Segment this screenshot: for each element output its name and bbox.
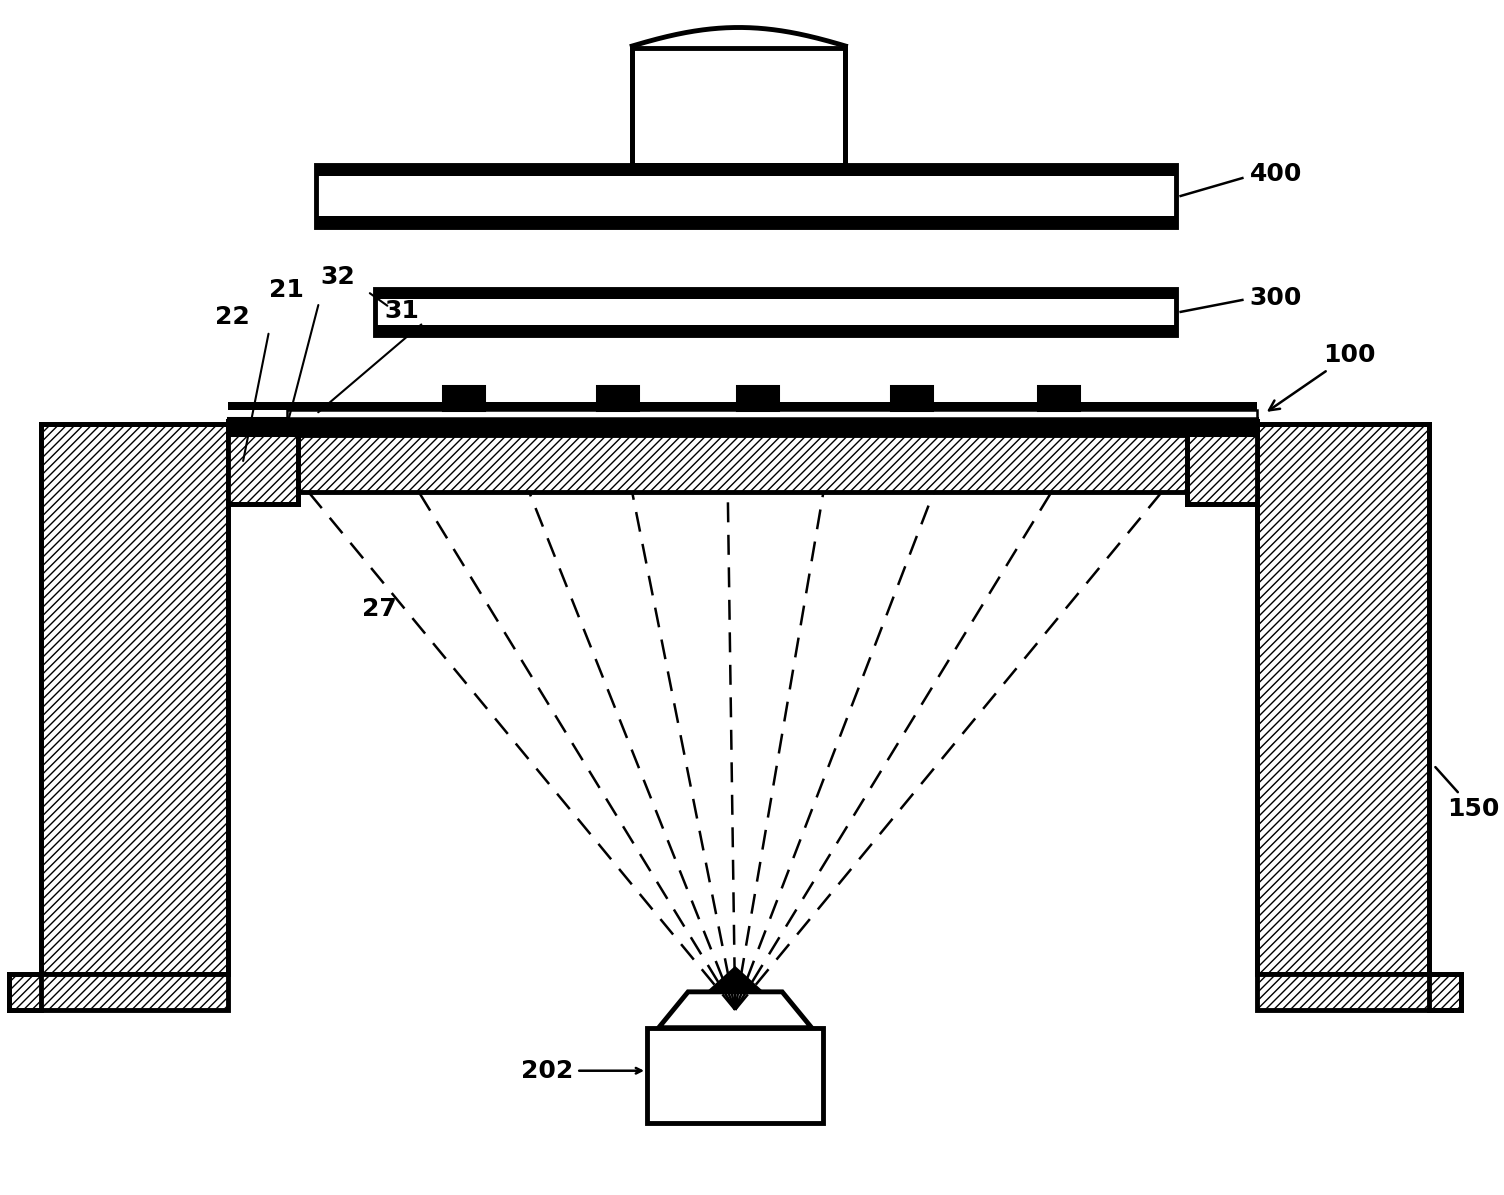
Bar bbox=[1038, 386, 1080, 410]
Bar bbox=[229, 421, 298, 504]
Text: 32: 32 bbox=[320, 265, 355, 289]
Bar bbox=[737, 386, 778, 410]
Text: 31: 31 bbox=[384, 299, 418, 323]
Bar bbox=[229, 402, 1257, 410]
Text: 100: 100 bbox=[1269, 343, 1376, 410]
Text: 300: 300 bbox=[1250, 286, 1302, 310]
Bar bbox=[1257, 424, 1429, 974]
Bar bbox=[316, 165, 1176, 176]
Polygon shape bbox=[708, 968, 761, 992]
Bar bbox=[287, 410, 1257, 418]
Bar bbox=[890, 386, 932, 410]
Bar bbox=[374, 289, 1176, 299]
Text: 400: 400 bbox=[1250, 163, 1302, 186]
Bar bbox=[229, 418, 1257, 435]
Bar bbox=[1187, 421, 1257, 504]
Bar bbox=[41, 424, 229, 974]
Bar bbox=[229, 435, 1257, 492]
Bar bbox=[632, 48, 845, 165]
Text: 21: 21 bbox=[269, 278, 304, 302]
Bar bbox=[316, 165, 1176, 227]
Bar bbox=[9, 974, 229, 1010]
Bar bbox=[597, 386, 638, 410]
Bar bbox=[374, 325, 1176, 335]
Polygon shape bbox=[659, 992, 812, 1028]
Bar bbox=[647, 1028, 823, 1123]
Bar bbox=[442, 386, 484, 410]
Bar bbox=[374, 289, 1176, 335]
Text: 202: 202 bbox=[522, 1059, 573, 1083]
Text: 22: 22 bbox=[215, 305, 250, 329]
Bar bbox=[1257, 974, 1462, 1010]
Text: 27: 27 bbox=[362, 598, 397, 621]
Bar bbox=[316, 216, 1176, 227]
Text: 150: 150 bbox=[1435, 767, 1499, 821]
